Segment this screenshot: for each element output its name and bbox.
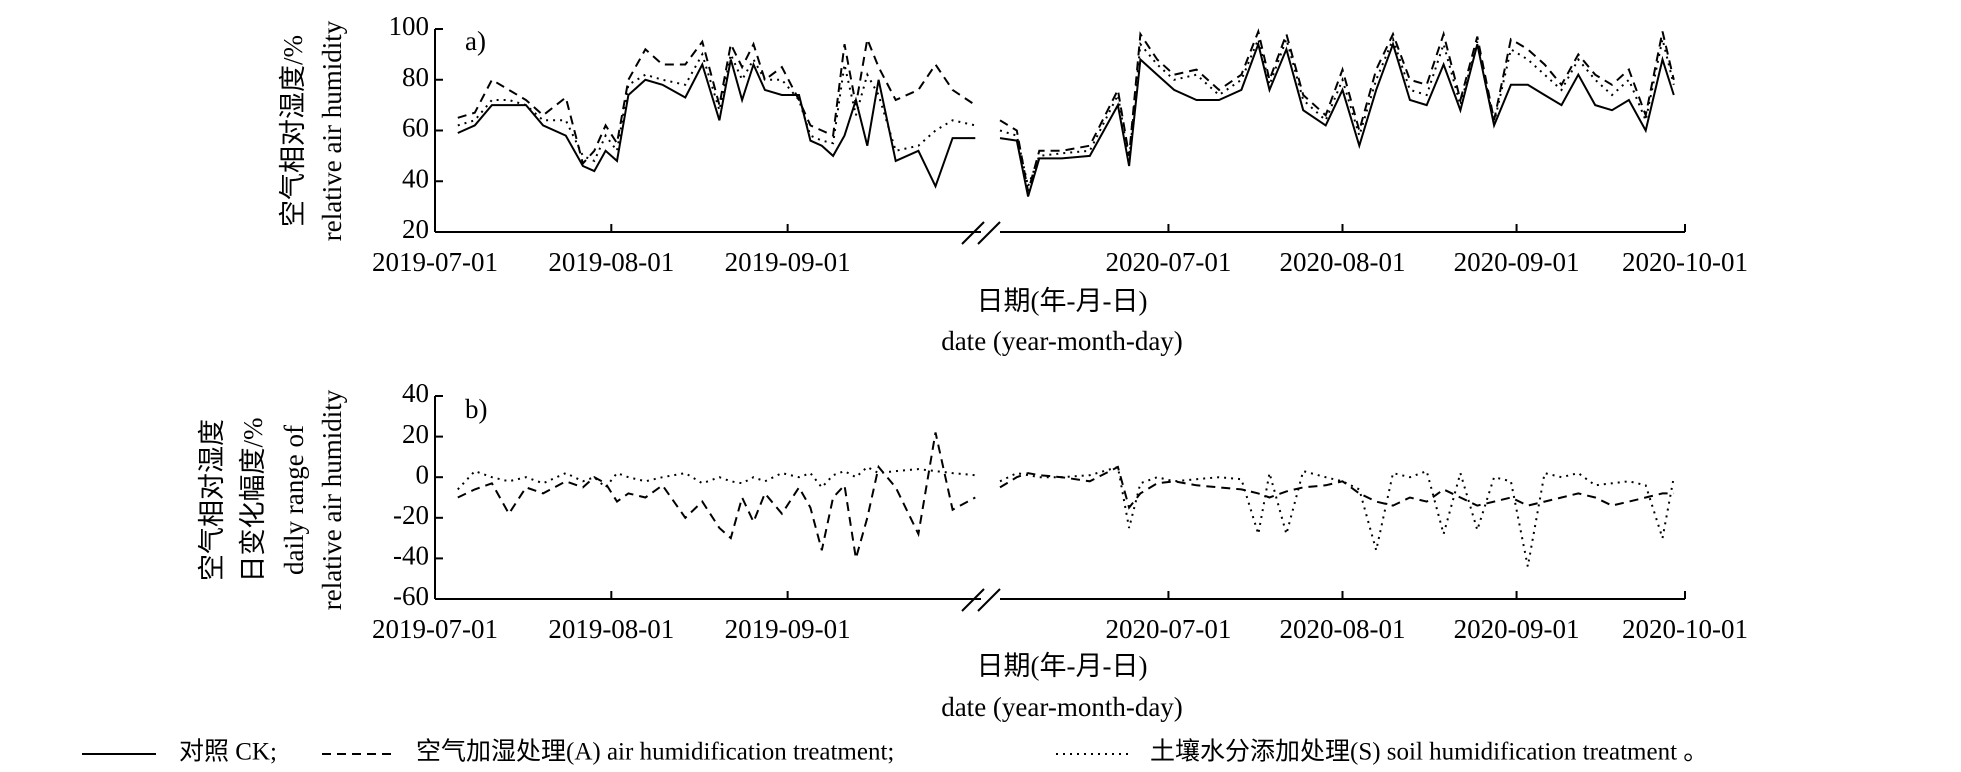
y-tick-label: 60 bbox=[402, 113, 429, 143]
x-tick-label: 2019-07-01 bbox=[372, 614, 498, 644]
x-tick-label: 2020-08-01 bbox=[1280, 247, 1406, 277]
x-tick-label: 2020-07-01 bbox=[1105, 614, 1231, 644]
legend-label: 土壤水分添加处理(S) soil humidification treatmen… bbox=[1150, 738, 1708, 766]
series-line bbox=[999, 465, 1674, 510]
series-line bbox=[999, 28, 1675, 192]
x-axis-label: date (year-month-day) bbox=[941, 692, 1183, 722]
y-axis-label: 空气相对湿度 bbox=[197, 419, 227, 581]
y-tick-label: 40 bbox=[402, 378, 429, 408]
y-tick-label: 0 bbox=[416, 459, 430, 489]
series-line bbox=[999, 35, 1675, 190]
y-axis-label: 日变化幅度/% bbox=[238, 418, 268, 583]
y-axis-label: relative air humidity bbox=[317, 389, 347, 610]
legend-label: 对照 CK; bbox=[179, 738, 277, 766]
panel-label: b) bbox=[465, 394, 488, 424]
y-tick-label: 100 bbox=[389, 11, 430, 41]
y-tick-label: -20 bbox=[393, 500, 429, 530]
x-tick-label: 2019-08-01 bbox=[548, 614, 674, 644]
series-line bbox=[457, 59, 976, 189]
x-tick-label: 2019-07-01 bbox=[372, 247, 498, 277]
y-tick-label: -60 bbox=[393, 581, 429, 611]
y-tick-label: -40 bbox=[393, 541, 429, 571]
y-tick-label: 20 bbox=[402, 419, 429, 449]
series-line bbox=[999, 465, 1675, 567]
axis-breaks bbox=[961, 221, 1001, 612]
y-axis-label: daily range of bbox=[279, 425, 309, 575]
x-axis-label: 日期(年-月-日) bbox=[977, 286, 1148, 316]
y-tick-label: 20 bbox=[402, 214, 429, 244]
series-line bbox=[999, 40, 1675, 197]
x-axis-label: 日期(年-月-日) bbox=[977, 651, 1148, 681]
y-tick-label: 40 bbox=[402, 163, 429, 193]
series-line bbox=[457, 51, 976, 163]
x-tick-label: 2019-08-01 bbox=[548, 247, 674, 277]
x-tick-label: 2020-07-01 bbox=[1105, 247, 1231, 277]
x-tick-label: 2020-09-01 bbox=[1454, 247, 1580, 277]
y-tick-label: 80 bbox=[402, 62, 429, 92]
x-tick-label: 2020-08-01 bbox=[1280, 614, 1406, 644]
x-tick-label: 2020-10-01 bbox=[1622, 614, 1748, 644]
series-line bbox=[457, 35, 976, 166]
legend-label: 空气加湿处理(A) air humidification treatment; bbox=[416, 738, 894, 766]
x-tick-label: 2020-09-01 bbox=[1454, 614, 1580, 644]
panel-label: a) bbox=[465, 26, 486, 56]
series-line bbox=[457, 432, 976, 559]
x-axis-label: date (year-month-day) bbox=[941, 326, 1183, 356]
x-tick-label: 2019-09-01 bbox=[725, 247, 851, 277]
y-axis-label: 空气相对湿度/% bbox=[278, 35, 308, 227]
series-line bbox=[457, 465, 976, 491]
y-axis-label: relative air humidity bbox=[317, 20, 347, 241]
x-tick-label: 2019-09-01 bbox=[725, 614, 851, 644]
x-tick-label: 2020-10-01 bbox=[1622, 247, 1748, 277]
